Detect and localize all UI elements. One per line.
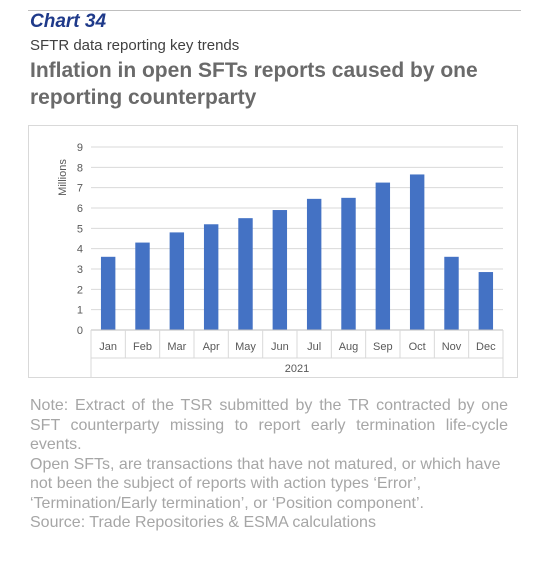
bar-may <box>238 218 253 330</box>
x-tick-label: Oct <box>409 341 426 353</box>
bar-feb <box>135 242 150 330</box>
x-tick-label: Apr <box>203 341 220 353</box>
bar-jun <box>272 210 288 330</box>
bar-dec <box>478 272 494 330</box>
y-tick-label: 8 <box>77 162 83 174</box>
chart-subtitle: SFTR data reporting key trends <box>30 37 240 54</box>
y-tick-label: 9 <box>77 142 83 154</box>
definition-text: Open SFTs, are transactions that have no… <box>30 455 501 512</box>
y-tick-label: 7 <box>77 183 83 195</box>
x-tick-label: Jan <box>99 341 117 353</box>
x-group-label: 2021 <box>285 363 309 375</box>
y-tick-label: 2 <box>77 284 83 296</box>
x-tick-label: Jul <box>307 341 321 353</box>
top-divider <box>28 10 521 11</box>
x-tick-label: Jun <box>271 341 289 353</box>
x-tick-label: Mar <box>167 341 186 353</box>
x-tick-label: May <box>235 341 256 353</box>
y-tick-label: 3 <box>77 264 83 276</box>
x-tick-label: Feb <box>133 341 152 353</box>
x-tick-label: Nov <box>442 341 462 353</box>
x-tick-label: Dec <box>476 341 496 353</box>
x-tick-label: Aug <box>339 341 359 353</box>
y-tick-label: 0 <box>77 325 83 337</box>
chart-number: Chart 34 <box>30 11 107 32</box>
chart-title: Inflation in open SFTs reports caused by… <box>30 59 478 109</box>
bar-mar <box>169 232 185 330</box>
chart-notes: Note: Extract of the TSR submitted by th… <box>30 396 508 533</box>
x-tick-label: Sep <box>373 341 393 353</box>
y-tick-label: 6 <box>77 203 83 215</box>
chart-area: 0 1 2 3 4 5 6 7 8 9 Millions Jan Feb Mar Apr May Jun Jul A… <box>28 125 518 378</box>
y-tick-label: 1 <box>77 305 83 317</box>
y-tick-label: 5 <box>77 223 83 235</box>
source-text: Source: Trade Repositories & ESMA calcul… <box>30 514 376 531</box>
bar-aug <box>341 197 356 330</box>
bar-apr <box>203 224 219 330</box>
bar-oct <box>409 174 425 330</box>
bar-chart: 0 1 2 3 4 5 6 7 8 9 Millions Jan Feb Mar Apr May Jun Jul A… <box>57 142 504 377</box>
y-axis-title: Millions <box>57 159 69 196</box>
note-text: Note: Extract of the TSR submitted by th… <box>30 397 508 453</box>
bar-sep <box>375 182 391 330</box>
y-tick-label: 4 <box>77 244 83 256</box>
bar-nov <box>444 256 459 330</box>
bar-jul <box>306 198 322 330</box>
bar-jan <box>100 256 116 330</box>
